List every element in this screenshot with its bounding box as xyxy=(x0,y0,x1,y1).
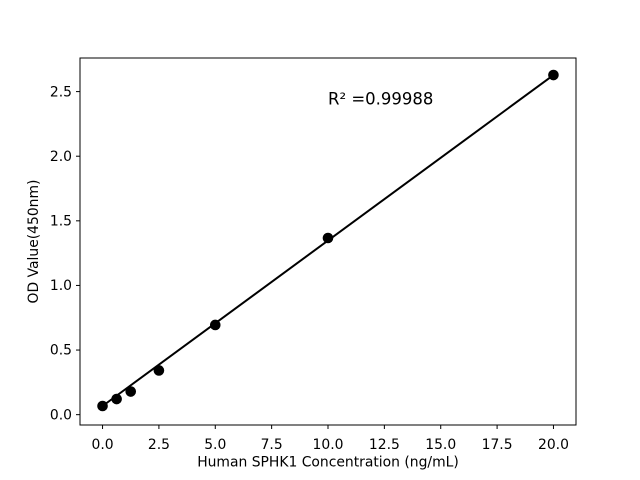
x-tick-label: 10.0 xyxy=(313,437,344,453)
data-point xyxy=(209,319,221,331)
x-tick-label: 5.0 xyxy=(204,437,226,453)
x-tick-label: 15.0 xyxy=(425,437,456,453)
data-point xyxy=(153,365,165,376)
x-tick-label: 0.0 xyxy=(91,437,113,453)
y-tick-label: 1.5 xyxy=(50,214,72,230)
data-point xyxy=(322,232,334,244)
y-tick-label: 2.5 xyxy=(50,84,72,100)
x-tick-label: 2.5 xyxy=(148,437,170,453)
x-tick-label: 12.5 xyxy=(369,437,400,453)
y-axis-label: OD Value(450nm) xyxy=(26,180,42,304)
data-point xyxy=(125,386,137,397)
data-point xyxy=(97,400,108,412)
y-tick-label: 2.0 xyxy=(50,149,72,165)
x-tick-label: 7.5 xyxy=(261,437,283,453)
x-tick-label: 20.0 xyxy=(538,437,569,453)
data-point xyxy=(548,69,559,81)
data-point xyxy=(111,393,122,405)
r-squared-annotation: R² =0.99988 xyxy=(328,90,433,109)
x-tick-label: 17.5 xyxy=(482,437,513,453)
y-tick-label: 1.0 xyxy=(50,278,72,294)
x-axis-label: Human SPHK1 Concentration (ng/mL) xyxy=(197,455,459,471)
y-tick-label: 0.5 xyxy=(50,343,72,359)
y-tick-label: 0.0 xyxy=(50,407,72,423)
